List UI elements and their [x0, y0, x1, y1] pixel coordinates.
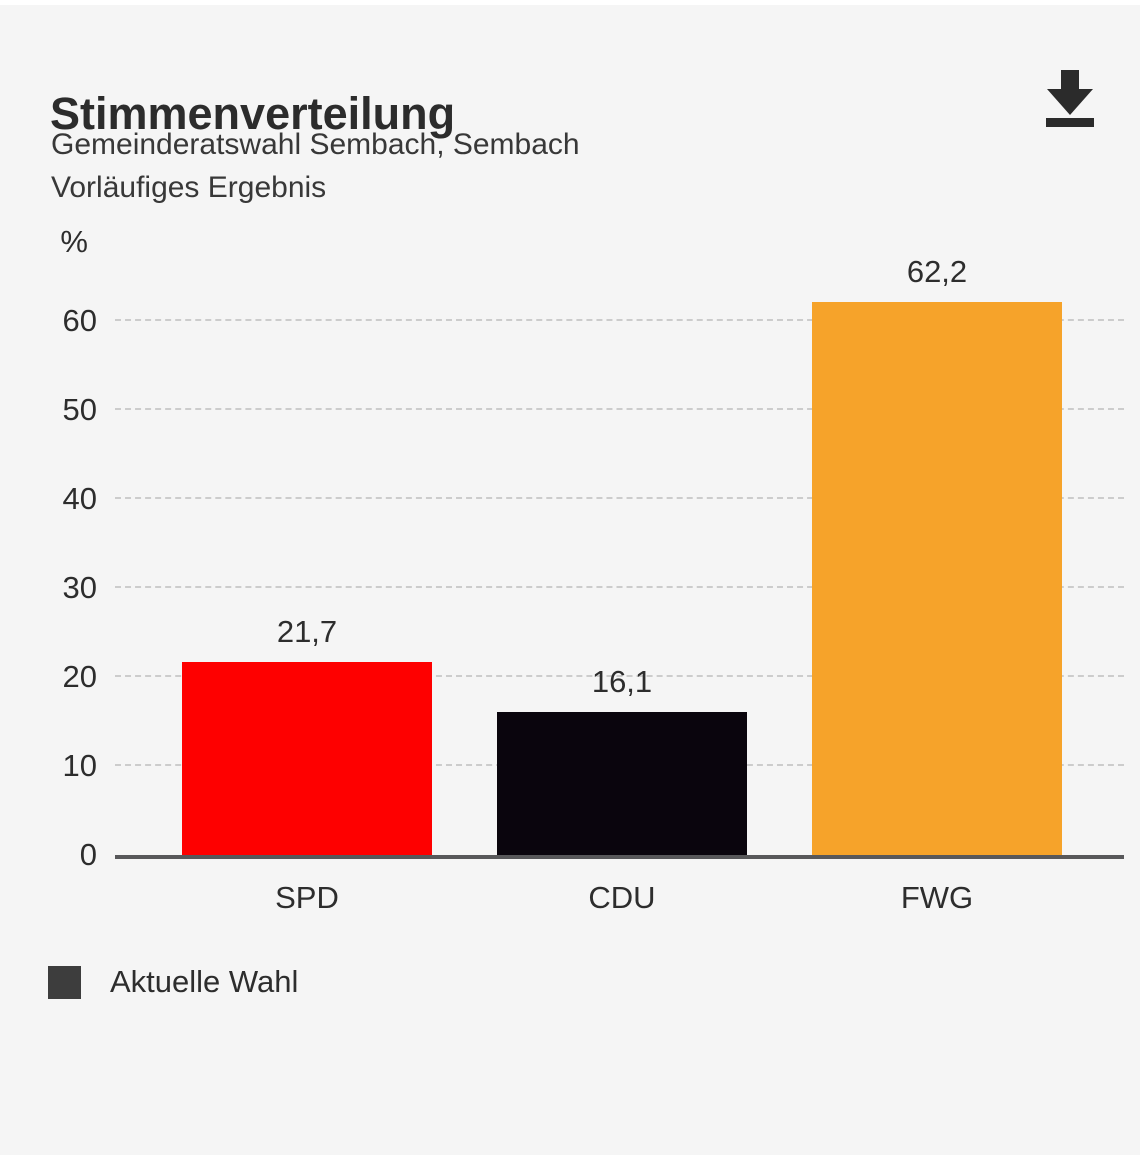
gridline-20 — [115, 675, 1124, 678]
y-tick-label-50: 50 — [62, 392, 97, 428]
y-tick-label-0: 0 — [79, 837, 97, 872]
gridline-40 — [115, 497, 1124, 500]
y-tick-label-20: 20 — [62, 659, 97, 695]
legend-swatch-icon — [48, 965, 81, 999]
download-button[interactable] — [1044, 70, 1096, 128]
top-strip — [0, 0, 1140, 5]
legend: Aktuelle Wahl — [48, 964, 298, 1000]
category-label-cdu: CDU — [588, 880, 656, 915]
bar-value-cdu: 16,1 — [591, 664, 653, 699]
gridline-30 — [115, 586, 1124, 589]
category-label-fwg: FWG — [900, 880, 974, 915]
subtitle-line-1: Gemeinderatswahl Sembach, Sembach — [51, 128, 580, 161]
y-tick-label-60: 60 — [62, 303, 97, 339]
bar-value-spd: 21,7 — [276, 614, 338, 649]
y-tick-label-30: 30 — [62, 570, 97, 606]
bar-fwg — [812, 302, 1062, 855]
page-title: Stimmenverteilung — [50, 88, 456, 140]
subtitle-line-2: Vorläufiges Ergebnis — [51, 171, 327, 204]
gridline-50 — [115, 408, 1124, 411]
gridline-60 — [115, 319, 1124, 322]
plot-area: 21,7 SPD 16,1 CDU 62,2 FWG — [115, 250, 1124, 915]
category-label-spd: SPD — [275, 880, 339, 915]
y-tick-label-40: 40 — [62, 481, 97, 517]
download-icon — [1044, 70, 1096, 131]
y-axis-unit-label: % — [60, 224, 88, 259]
bar-cdu — [497, 712, 747, 855]
bar-value-fwg: 62,2 — [906, 254, 968, 289]
x-axis-line — [115, 855, 1124, 859]
bar-spd — [182, 662, 432, 855]
y-tick-label-10: 10 — [62, 748, 97, 784]
legend-label: Aktuelle Wahl — [110, 964, 299, 999]
chart-subtitle: Gemeinderatswahl Sembach, Sembach Vorläu… — [51, 123, 580, 209]
y-axis-tick-labels: 0 10 20 30 40 50 60 — [0, 250, 97, 872]
